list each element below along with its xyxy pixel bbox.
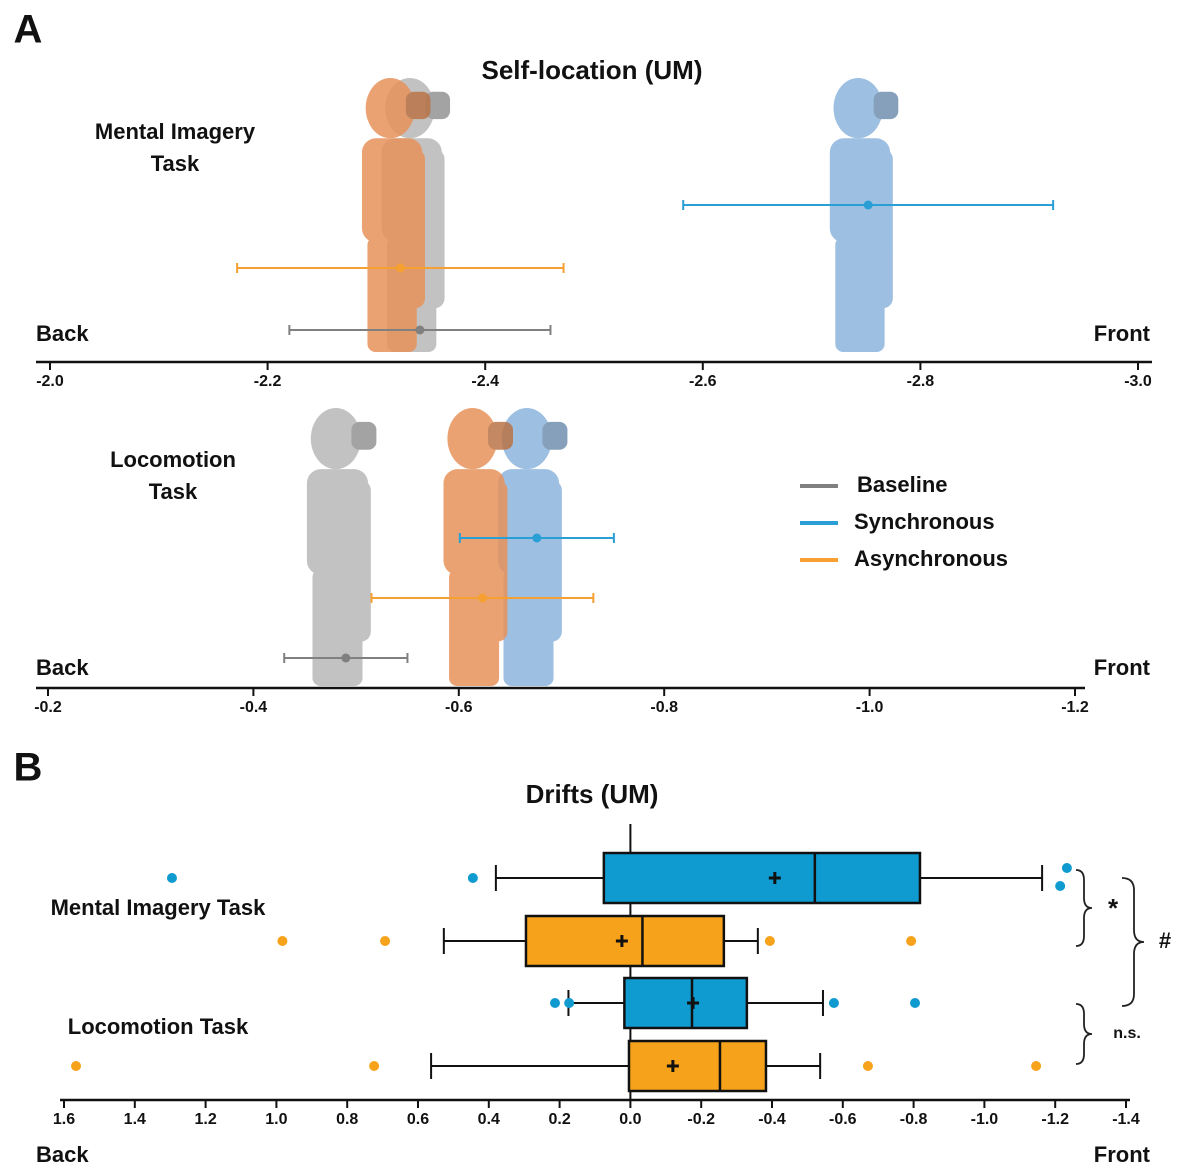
visor [351, 422, 376, 450]
outlier [1055, 881, 1065, 891]
group-label: Locomotion Task [68, 1014, 249, 1039]
outlier [863, 1061, 873, 1071]
x-tick-label: 1.0 [265, 1111, 287, 1128]
group-label: Locomotion [110, 447, 236, 472]
outlier [380, 936, 390, 946]
x-tick-label: -2.2 [254, 373, 282, 390]
outlier [1062, 863, 1072, 873]
x-tick-label: 0.0 [619, 1111, 641, 1128]
visor [406, 92, 431, 119]
outlier [1031, 1061, 1041, 1071]
axis-left-label: Back [36, 655, 89, 680]
x-tick-label: -1.0 [971, 1111, 999, 1128]
x-tick-label: -0.4 [240, 699, 268, 716]
box [624, 978, 746, 1028]
axis-right-label: Front [1094, 655, 1151, 680]
mean-point [415, 326, 424, 335]
x-tick-label: -2.4 [471, 373, 499, 390]
annotation: n.s. [1113, 1025, 1141, 1042]
brace [1076, 1004, 1092, 1064]
annotation: # [1159, 928, 1171, 953]
box [629, 1041, 766, 1091]
outlier [369, 1061, 379, 1071]
x-tick-label: 0.8 [336, 1111, 358, 1128]
outlier [765, 936, 775, 946]
figure-silhouette [444, 408, 513, 686]
outlier [550, 998, 560, 1008]
x-tick-label: -2.8 [907, 373, 935, 390]
outlier [167, 873, 177, 883]
outlier [829, 998, 839, 1008]
axis-right-label: Front [1094, 321, 1151, 346]
x-tick-label: -0.6 [829, 1111, 857, 1128]
x-tick-label: 0.6 [407, 1111, 429, 1128]
axis-right-label: Front [1094, 1142, 1151, 1167]
outlier [277, 936, 287, 946]
x-tick-label: -2.6 [689, 373, 717, 390]
visor [874, 92, 899, 119]
x-tick-label: -1.4 [1112, 1111, 1140, 1128]
brace [1076, 870, 1092, 946]
brace [1122, 878, 1144, 1006]
group-label: Mental Imagery Task [51, 895, 267, 920]
axis-left-label: Back [36, 321, 89, 346]
x-tick-label: -0.8 [900, 1111, 928, 1128]
x-tick-label: 0.2 [548, 1111, 570, 1128]
axis-left-label: Back [36, 1142, 89, 1167]
legend-label: Asynchronous [854, 546, 1008, 571]
outlier [468, 873, 478, 883]
figure-silhouette [498, 408, 568, 686]
x-tick-label: -0.8 [650, 699, 678, 716]
group-label: Mental Imagery [95, 119, 256, 144]
outlier [910, 998, 920, 1008]
mean-point [478, 594, 487, 603]
annotation: * [1108, 893, 1119, 923]
x-tick-label: -3.0 [1124, 373, 1152, 390]
x-tick-label: -0.2 [687, 1111, 715, 1128]
outlier [564, 998, 574, 1008]
x-tick-label: 1.6 [53, 1111, 75, 1128]
arm [542, 480, 561, 641]
chart-title: Self-location (UM) [482, 55, 703, 85]
legend-label: Baseline [857, 472, 948, 497]
chart-title: Drifts (UM) [526, 779, 659, 809]
x-tick-label: -0.4 [758, 1111, 786, 1128]
arm [488, 480, 507, 641]
mean-point [532, 534, 541, 543]
outlier [71, 1061, 81, 1071]
x-tick-label: -2.0 [36, 373, 64, 390]
x-tick-label: -1.0 [856, 699, 884, 716]
mean-point [864, 201, 873, 210]
x-tick-label: 0.4 [478, 1111, 500, 1128]
panel-label: B [14, 746, 43, 790]
panel-label: A [14, 8, 43, 52]
mean-point [341, 654, 350, 663]
mean-point [396, 264, 405, 273]
arm [351, 480, 370, 641]
visor [542, 422, 567, 450]
figure: A Self-location (UM) Mental Imagery Task Bac… [0, 0, 1182, 1172]
legend-label: Synchronous [854, 509, 995, 534]
x-tick-label: -0.2 [34, 699, 62, 716]
box [604, 853, 920, 903]
arm [874, 149, 893, 308]
x-tick-label: 1.4 [124, 1111, 146, 1128]
outlier [906, 936, 916, 946]
figure-silhouette [830, 78, 899, 352]
visor [488, 422, 513, 450]
group-label: Task [149, 479, 198, 504]
arm [406, 149, 425, 308]
x-tick-label: -0.6 [445, 699, 473, 716]
figure-silhouette [307, 408, 377, 686]
arm [425, 149, 444, 308]
x-tick-label: -1.2 [1061, 699, 1089, 716]
x-tick-label: -1.2 [1041, 1111, 1069, 1128]
group-label: Task [151, 151, 200, 176]
x-tick-label: 1.2 [194, 1111, 216, 1128]
